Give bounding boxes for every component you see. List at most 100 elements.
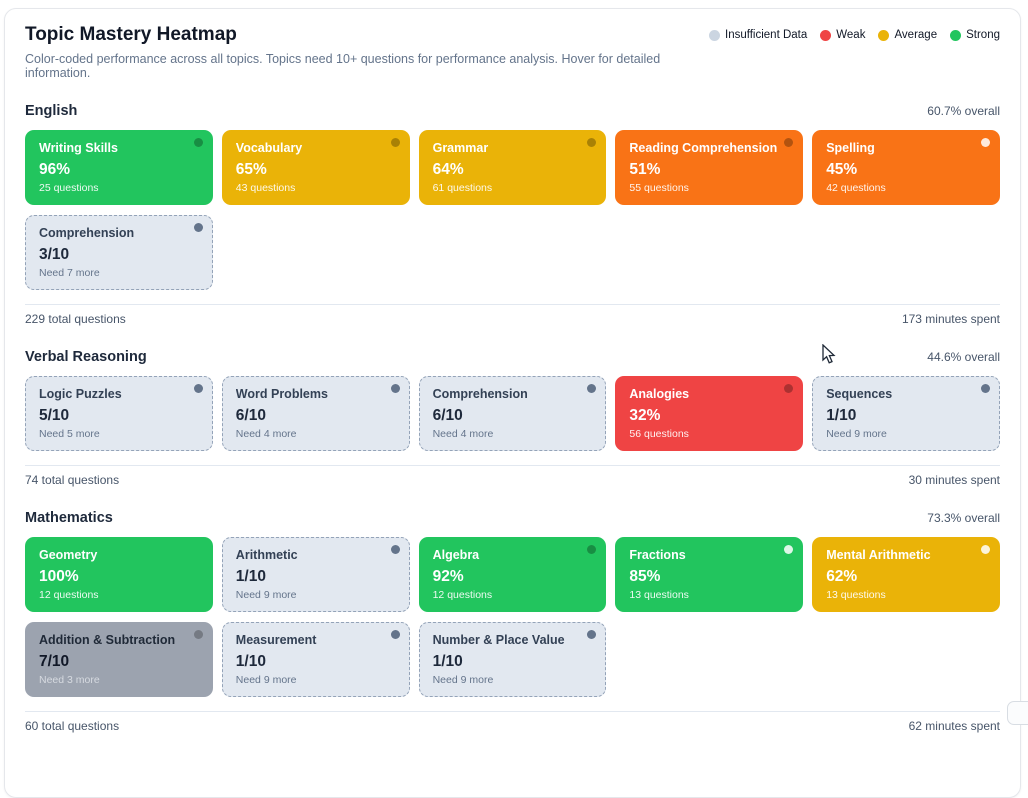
page-title: Topic Mastery Heatmap: [25, 24, 237, 45]
topic-card-value: 3/10: [39, 246, 70, 264]
topic-card-title: Comprehension: [432, 386, 528, 401]
legend-item: Insufficient Data: [709, 29, 807, 41]
topic-card-title: Arithmetic: [235, 547, 298, 562]
topic-card-grid: Writing Skills 96% 25 questions Vocabulary 6…: [25, 129, 1000, 290]
topic-card[interactable]: Algebra 92% 12 questions: [418, 536, 607, 612]
topic-card-value: 85%: [629, 568, 661, 586]
panel-header-text: Topic Mastery Heatmap Color-coded perfor…: [25, 23, 709, 80]
topic-card-grid: Geometry 100% 12 questions Arithmetic 1/10 Ne…: [25, 536, 1000, 697]
topic-card[interactable]: Comprehension 6/10 Need 4 more: [418, 375, 607, 451]
section-footer: 74 total questions 30 minutes spent: [25, 464, 1000, 487]
mouse-cursor-icon: [822, 343, 837, 370]
status-dot-icon: [193, 629, 203, 639]
section-title: English: [25, 102, 78, 119]
topic-card[interactable]: Number & Place Value 1/10 Need 9 more: [418, 621, 607, 697]
status-dot-icon: [587, 383, 597, 393]
legend-label: Weak: [836, 29, 866, 41]
topic-card[interactable]: Arithmetic 1/10 Need 9 more: [221, 536, 410, 612]
topic-card-title: Word Problems: [235, 386, 328, 401]
legend-item: Average: [878, 29, 937, 41]
topic-card[interactable]: Geometry 100% 12 questions: [25, 536, 213, 612]
status-dot-icon: [193, 222, 203, 232]
topic-card-subtext: Need 9 more: [432, 673, 494, 686]
topic-card-subtext: 42 questions: [826, 181, 886, 194]
topic-card[interactable]: Vocabulary 65% 43 questions: [221, 129, 410, 205]
section-overall-score: 44.6% overall: [927, 349, 1000, 364]
topic-card[interactable]: Comprehension 3/10 Need 7 more: [25, 214, 213, 290]
status-dot-icon: [784, 544, 794, 554]
topic-card[interactable]: Spelling 45% 42 questions: [812, 129, 1000, 205]
topic-card[interactable]: Logic Puzzles 5/10 Need 5 more: [25, 375, 213, 451]
topic-card-subtext: Need 4 more: [235, 427, 297, 440]
bottom-right-widget: [1007, 701, 1028, 725]
status-dot-icon: [587, 544, 597, 554]
topic-card-title: Algebra: [432, 547, 480, 562]
status-dot-icon: [981, 137, 990, 147]
section-minutes-spent: 173 minutes spent: [901, 311, 1000, 326]
topic-card-value: 7/10: [39, 653, 70, 671]
status-dot-icon: [981, 383, 990, 393]
topic-card-value: 92%: [432, 568, 464, 586]
topic-card-value: 64%: [432, 161, 464, 179]
topic-card[interactable]: Sequences 1/10 Need 9 more: [812, 375, 1000, 451]
topic-card-subtext: Need 4 more: [432, 427, 494, 440]
legend: Insufficient Data Weak Average Strong: [709, 23, 1000, 41]
topic-card[interactable]: Writing Skills 96% 25 questions: [25, 129, 213, 205]
strong-dot-icon: [950, 29, 962, 41]
topic-card-subtext: 13 questions: [629, 588, 689, 601]
panel-header: Topic Mastery Heatmap Color-coded perfor…: [25, 23, 1000, 80]
topic-card-value: 5/10: [39, 407, 70, 425]
sections: English 60.7% overall Writing Skills 96% 25 …: [25, 103, 1000, 733]
status-dot-icon: [390, 629, 400, 639]
section-total-questions: 74 total questions: [25, 472, 120, 487]
section-header: Mathematics 73.3% overall: [25, 510, 1000, 526]
status-dot-icon: [193, 137, 203, 147]
page-subtitle: Color-coded performance across all topic…: [25, 51, 661, 80]
topic-card-title: Reading Comprehension: [629, 140, 778, 155]
topic-card-value: 1/10: [235, 568, 266, 586]
section-overall-score: 60.7% overall: [927, 103, 1000, 118]
topic-card[interactable]: Reading Comprehension 51% 55 questions: [615, 129, 804, 205]
section-overall-score: 73.3% overall: [927, 510, 1000, 525]
status-dot-icon: [981, 544, 990, 554]
topic-card-grid: Logic Puzzles 5/10 Need 5 more Word Problem…: [25, 375, 1000, 451]
section-minutes-spent: 62 minutes spent: [908, 718, 1000, 733]
topic-card-subtext: 25 questions: [39, 181, 99, 194]
topic-card-value: 6/10: [432, 407, 463, 425]
topic-card-value: 96%: [39, 161, 71, 179]
section-verbal-reasoning: Verbal Reasoning 44.6% overall Logic Puzzl…: [25, 349, 1000, 487]
status-dot-icon: [193, 383, 203, 393]
topic-card-value: 100%: [39, 568, 79, 586]
topic-card-title: Comprehension: [39, 225, 135, 240]
topic-card-value: 1/10: [235, 653, 266, 671]
section-total-questions: 60 total questions: [25, 718, 120, 733]
topic-card-subtext: 55 questions: [629, 181, 689, 194]
topic-card[interactable]: Analogies 32% 56 questions: [615, 375, 804, 451]
topic-card-title: Writing Skills: [39, 140, 118, 155]
topic-card-subtext: 56 questions: [629, 427, 689, 440]
topic-card-subtext: Need 9 more: [235, 673, 297, 686]
topic-card-title: Grammar: [432, 140, 489, 155]
topic-card-title: Vocabulary: [235, 140, 303, 155]
section-footer: 60 total questions 62 minutes spent: [25, 710, 1000, 733]
topic-card-title: Measurement: [235, 632, 317, 647]
legend-label: Strong: [966, 29, 1000, 41]
topic-card-title: Mental Arithmetic: [826, 547, 931, 562]
insufficient-data-dot-icon: [709, 29, 720, 41]
topic-card[interactable]: Addition & Subtraction 7/10 Need 3 more: [25, 621, 213, 697]
topic-card[interactable]: Measurement 1/10 Need 9 more: [221, 621, 410, 697]
topic-card[interactable]: Mental Arithmetic 62% 13 questions: [812, 536, 1000, 612]
section-title: Mathematics: [25, 509, 113, 526]
status-dot-icon: [587, 137, 597, 147]
topic-card[interactable]: Fractions 85% 13 questions: [615, 536, 804, 612]
topic-card-subtext: Need 3 more: [39, 673, 100, 686]
average-dot-icon: [878, 29, 890, 41]
topic-card-title: Logic Puzzles: [39, 386, 122, 401]
status-dot-icon: [784, 137, 794, 147]
topic-card[interactable]: Word Problems 6/10 Need 4 more: [221, 375, 410, 451]
topic-card-value: 62%: [826, 568, 858, 586]
topic-card-title: Number & Place Value: [432, 632, 565, 647]
topic-card[interactable]: Grammar 64% 61 questions: [418, 129, 607, 205]
section-total-questions: 229 total questions: [25, 311, 126, 326]
status-dot-icon: [587, 629, 597, 639]
